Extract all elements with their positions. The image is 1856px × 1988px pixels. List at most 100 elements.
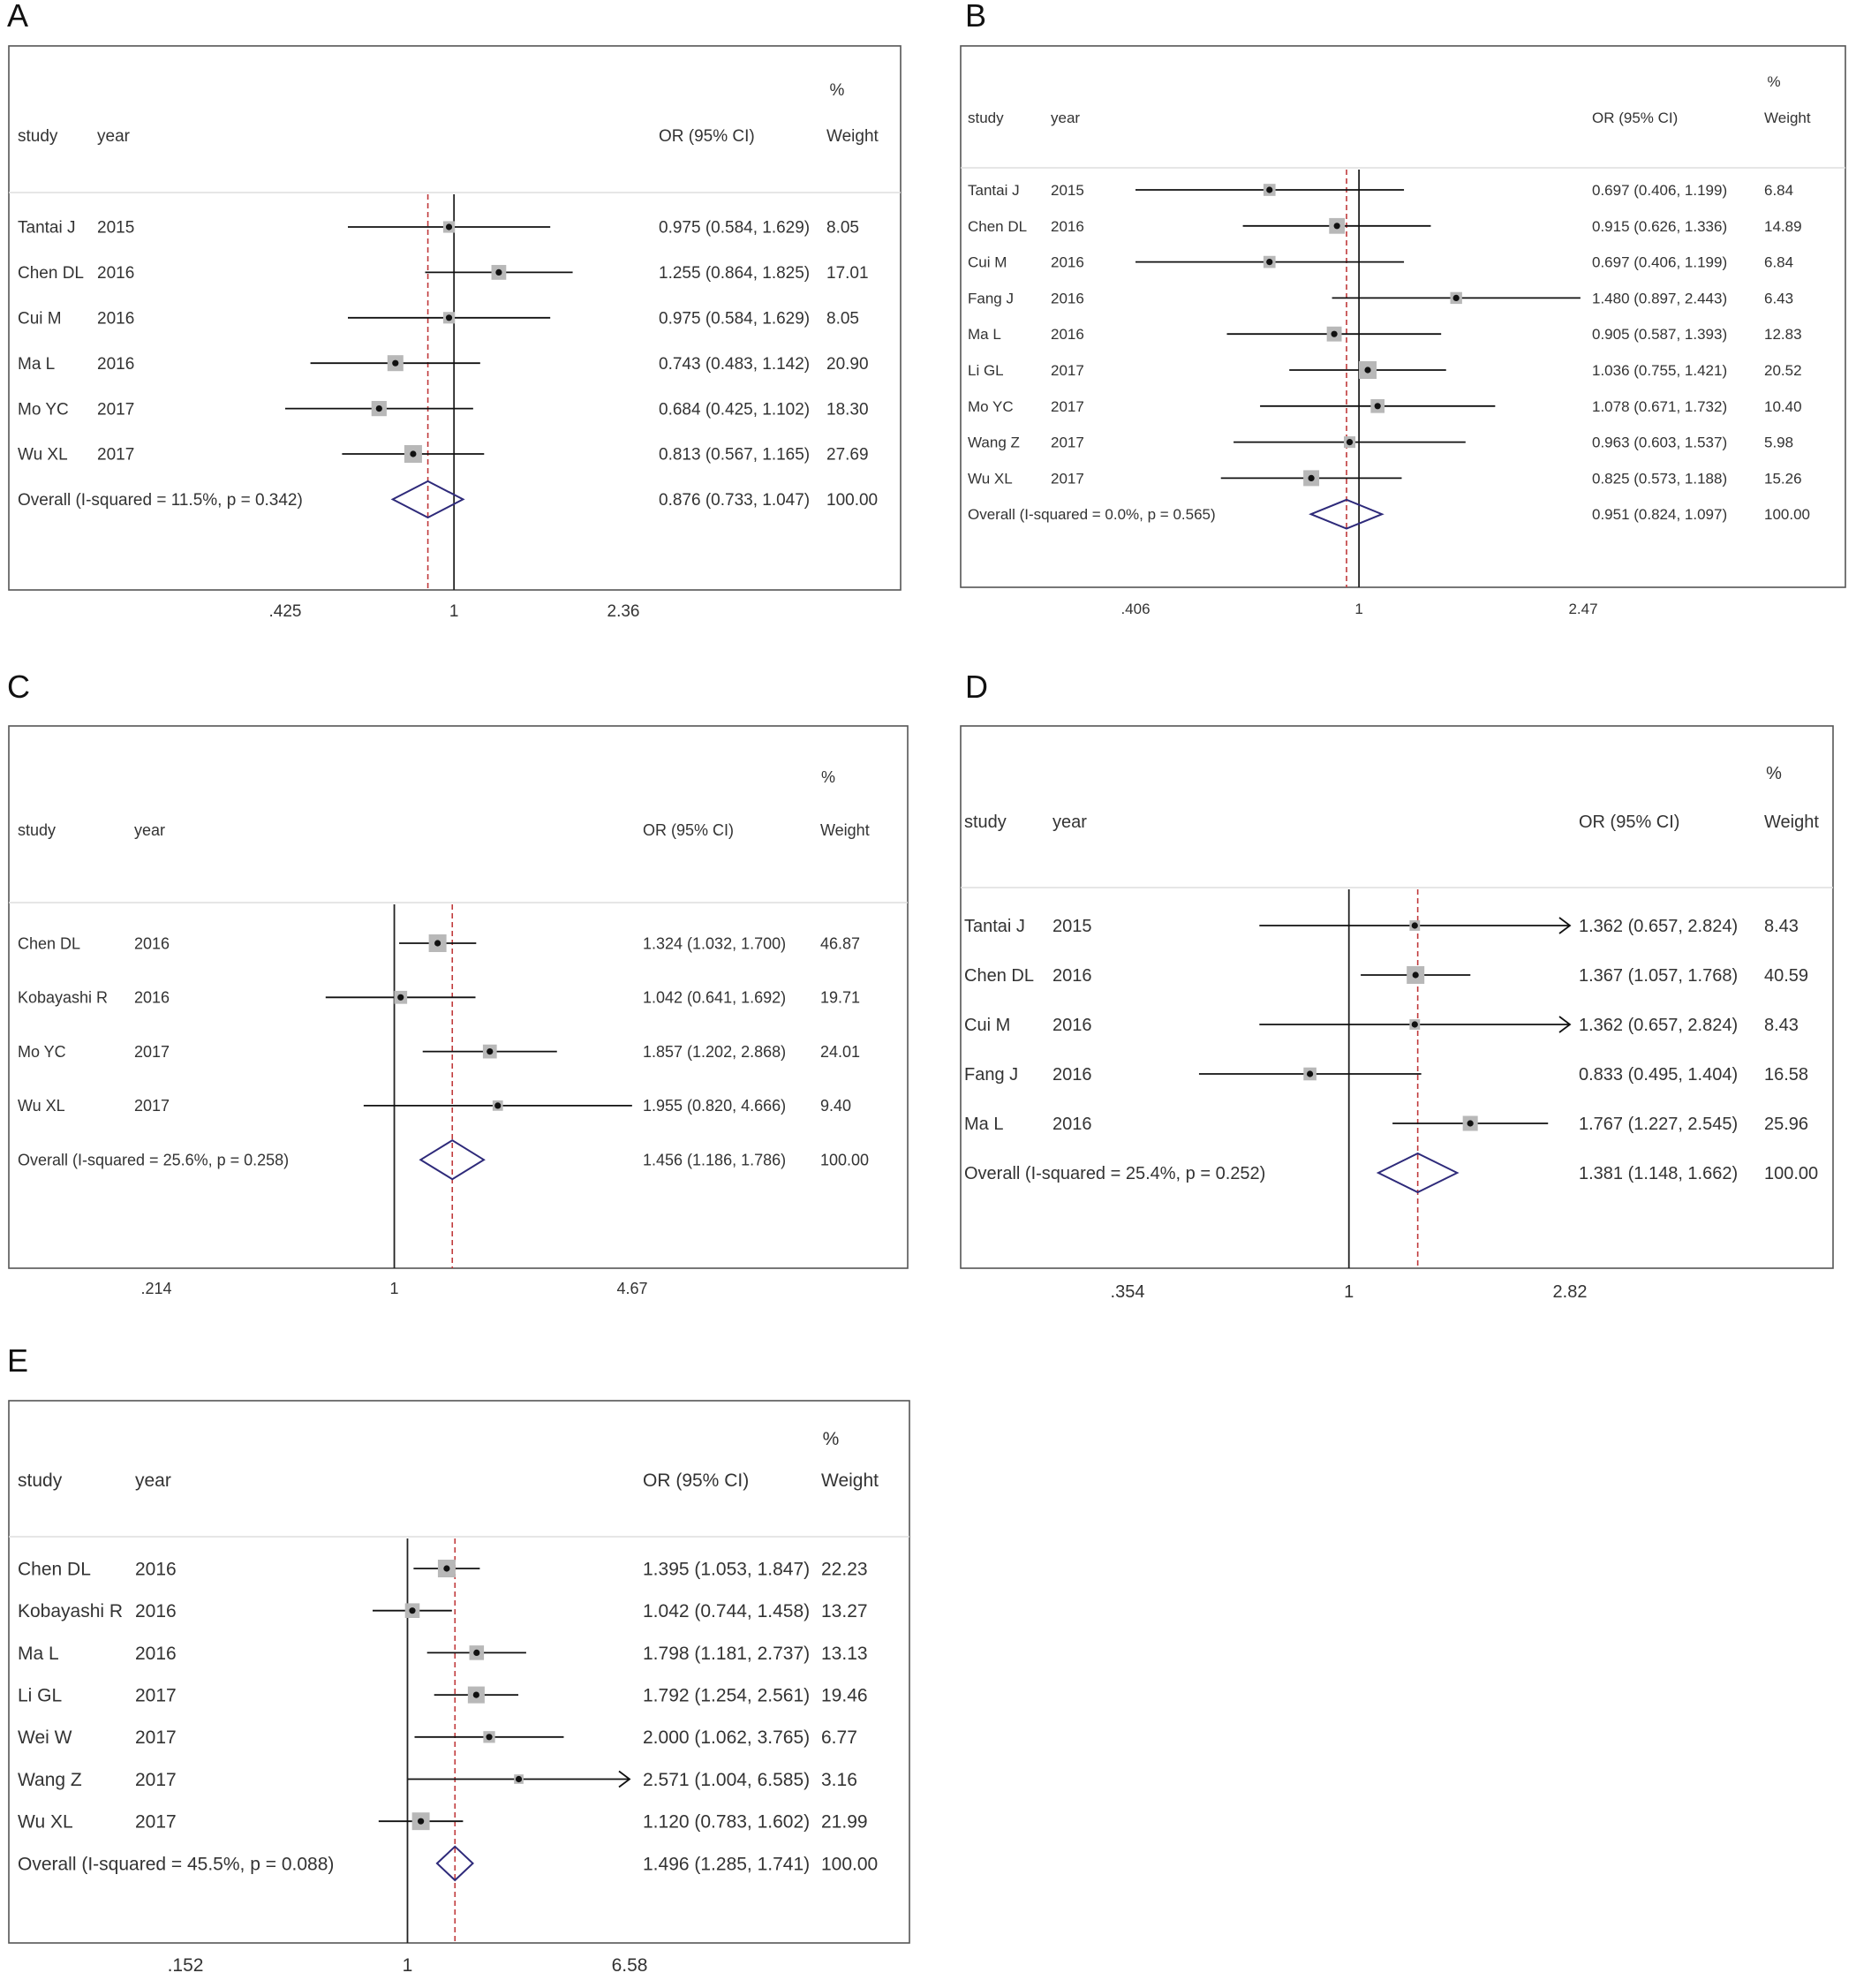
point-estimate — [1333, 223, 1340, 230]
study-year: 2016 — [1052, 1115, 1092, 1134]
study-or-ci: 1.367 (1.057, 1.768) — [1579, 966, 1738, 986]
pooled-diamond — [1309, 498, 1384, 530]
overall-weight: 100.00 — [826, 491, 878, 510]
study-weight: 6.84 — [1764, 254, 1793, 271]
point-estimate — [1411, 1021, 1418, 1028]
plot-frame — [960, 45, 1846, 588]
study-weight: 6.77 — [821, 1727, 857, 1748]
study-name: Wu XL — [968, 470, 1013, 487]
x-tick-label: 1 — [1344, 1282, 1354, 1302]
forest-panel-b: B% study year OR (95% CI) Weight Tantai J 2015… — [960, 0, 1846, 617]
study-name: Mo YC — [18, 400, 69, 419]
study-year: 2016 — [1051, 290, 1084, 306]
study-name: Fang J — [968, 290, 1014, 306]
study-or-ci: 0.833 (0.495, 1.404) — [1579, 1065, 1738, 1085]
study-year: 2015 — [1051, 182, 1084, 199]
ci-arrow — [1558, 917, 1572, 934]
study-weight: 9.40 — [820, 1097, 851, 1115]
study-or-ci: 1.255 (0.864, 1.825) — [659, 264, 810, 283]
study-weight: 13.13 — [821, 1644, 868, 1664]
study-name: Cui M — [968, 254, 1007, 271]
x-tick-label: .354 — [1111, 1282, 1145, 1302]
forest-panel-a: A% study year OR (95% CI) Weight Tantai J 2015… — [7, 0, 902, 621]
study-weight: 19.46 — [821, 1685, 868, 1705]
header-weight: Weight — [1764, 110, 1811, 126]
study-name: Chen DL — [18, 1559, 91, 1579]
study-or-ci: 1.042 (0.744, 1.458) — [643, 1601, 810, 1621]
study-or-ci: 1.857 (1.202, 2.868) — [643, 1043, 786, 1061]
panel-letter: E — [7, 1342, 28, 1379]
study-name: Wang Z — [18, 1770, 82, 1790]
study-year: 2017 — [135, 1727, 177, 1748]
x-tick-label: 1 — [1354, 601, 1362, 617]
header-year: year — [1051, 110, 1080, 126]
point-estimate — [1306, 1070, 1314, 1077]
study-year: 2015 — [97, 219, 134, 238]
point-estimate — [1266, 259, 1273, 266]
study-weight: 5.98 — [1764, 435, 1793, 451]
study-name: Chen DL — [964, 966, 1034, 986]
point-estimate — [486, 1734, 493, 1741]
header-study: study — [18, 127, 58, 146]
header-weight: Weight — [821, 1470, 879, 1491]
x-tick-label: 2.36 — [607, 602, 640, 621]
header-study: study — [18, 821, 56, 839]
header-year: year — [1052, 813, 1087, 832]
study-weight: 3.16 — [821, 1770, 857, 1790]
study-or-ci: 1.324 (1.032, 1.700) — [643, 934, 786, 952]
point-estimate — [1374, 403, 1381, 410]
study-year: 2016 — [1051, 218, 1084, 235]
study-or-ci: 0.743 (0.483, 1.142) — [659, 355, 810, 374]
point-estimate — [1412, 971, 1419, 979]
study-year: 2017 — [134, 1097, 170, 1115]
point-estimate — [1346, 439, 1354, 446]
pooled-diamond — [390, 480, 465, 519]
study-or-ci: 0.975 (0.584, 1.629) — [659, 309, 810, 328]
point-estimate — [473, 1649, 480, 1656]
x-tick-label: 6.58 — [612, 1955, 648, 1976]
study-weight: 17.01 — [826, 264, 869, 283]
study-name: Fang J — [964, 1065, 1018, 1085]
study-weight: 12.83 — [1764, 326, 1802, 343]
header-or-ci: OR (95% CI) — [643, 1470, 749, 1491]
study-year: 2017 — [135, 1685, 177, 1705]
study-year: 2016 — [97, 264, 134, 283]
point-estimate — [434, 940, 441, 947]
study-year: 2017 — [1051, 470, 1084, 487]
overall-weight: 100.00 — [821, 1854, 878, 1874]
study-name: Wei W — [18, 1727, 72, 1748]
ci-arrow — [618, 1770, 631, 1788]
study-year: 2016 — [97, 309, 134, 328]
x-tick-label: 1 — [403, 1955, 413, 1976]
plot-frame — [8, 725, 909, 1269]
header-year: year — [97, 127, 131, 146]
point-estimate — [495, 268, 502, 276]
study-name: Kobayashi R — [18, 1601, 123, 1621]
study-weight: 8.43 — [1764, 917, 1799, 936]
header-weight: Weight — [1764, 813, 1819, 832]
study-weight: 13.27 — [821, 1601, 868, 1621]
study-or-ci: 0.975 (0.584, 1.629) — [659, 219, 810, 238]
ci-arrow — [1558, 1016, 1572, 1033]
header-percent: % — [1766, 764, 1782, 783]
header-percent: % — [821, 768, 835, 786]
study-name: Li GL — [968, 362, 1004, 379]
study-year: 2017 — [1051, 435, 1084, 451]
study-year: 2017 — [97, 400, 134, 419]
point-estimate — [445, 223, 453, 231]
study-year: 2016 — [135, 1559, 177, 1579]
study-name: Mo YC — [18, 1043, 66, 1061]
header-study: study — [18, 1470, 63, 1491]
header-or-ci: OR (95% CI) — [659, 127, 755, 146]
point-estimate — [397, 994, 404, 1001]
study-weight: 20.90 — [826, 355, 869, 374]
study-name: Ma L — [18, 1644, 59, 1664]
overall-weight: 100.00 — [820, 1152, 869, 1169]
panel-letter: D — [965, 669, 988, 705]
study-or-ci: 1.036 (0.755, 1.421) — [1592, 362, 1727, 379]
point-estimate — [494, 1102, 502, 1109]
panel-letter: B — [965, 0, 986, 34]
point-estimate — [1467, 1120, 1474, 1127]
study-name: Tantai J — [964, 917, 1025, 936]
header-year: year — [134, 821, 165, 839]
